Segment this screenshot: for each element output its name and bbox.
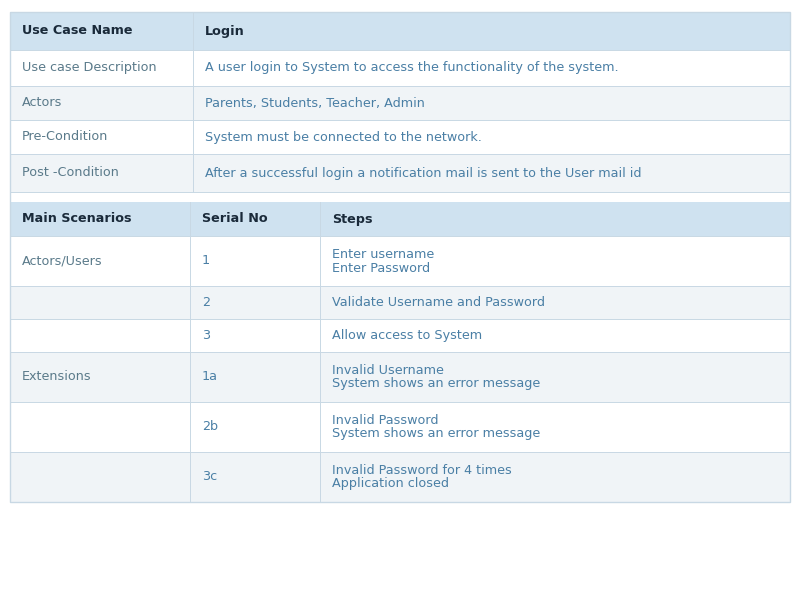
Text: Main Scenarios: Main Scenarios — [22, 213, 131, 225]
Text: 1: 1 — [202, 255, 210, 267]
Text: Actors/Users: Actors/Users — [22, 255, 102, 267]
Text: A user login to System to access the functionality of the system.: A user login to System to access the fun… — [205, 62, 618, 74]
Bar — [10, 12, 790, 502]
Bar — [10, 352, 790, 402]
Bar — [10, 154, 790, 192]
Text: Login: Login — [205, 24, 245, 38]
Text: Extensions: Extensions — [22, 370, 92, 384]
Text: Serial No: Serial No — [202, 213, 268, 225]
Bar — [10, 402, 790, 452]
Text: 3: 3 — [202, 329, 210, 342]
Bar — [10, 12, 790, 50]
Text: Invalid Username: Invalid Username — [332, 364, 444, 376]
Text: System must be connected to the network.: System must be connected to the network. — [205, 130, 482, 144]
Text: 2b: 2b — [202, 420, 218, 434]
Bar — [10, 452, 790, 502]
Text: Application closed: Application closed — [332, 477, 449, 490]
Bar — [10, 319, 790, 352]
Bar — [10, 286, 790, 319]
Bar — [10, 202, 790, 236]
Text: Enter Password: Enter Password — [332, 261, 430, 275]
Text: Steps: Steps — [332, 213, 373, 225]
Text: 3c: 3c — [202, 471, 217, 484]
Text: Pre-Condition: Pre-Condition — [22, 130, 108, 144]
Text: Validate Username and Password: Validate Username and Password — [332, 296, 545, 309]
Text: Actors: Actors — [22, 96, 62, 110]
Text: System shows an error message: System shows an error message — [332, 378, 540, 390]
Text: Invalid Password for 4 times: Invalid Password for 4 times — [332, 463, 512, 476]
Text: After a successful login a notification mail is sent to the User mail id: After a successful login a notification … — [205, 166, 642, 180]
Bar — [10, 50, 790, 86]
Bar — [10, 120, 790, 154]
Text: Enter username: Enter username — [332, 247, 434, 261]
Text: Use case Description: Use case Description — [22, 62, 157, 74]
Text: System shows an error message: System shows an error message — [332, 428, 540, 440]
Text: 1a: 1a — [202, 370, 218, 384]
Text: Post -Condition: Post -Condition — [22, 166, 119, 180]
Bar — [10, 236, 790, 286]
Text: 2: 2 — [202, 296, 210, 309]
Bar — [10, 86, 790, 120]
Text: Allow access to System: Allow access to System — [332, 329, 482, 342]
Text: Invalid Password: Invalid Password — [332, 414, 438, 426]
Text: Use Case Name: Use Case Name — [22, 24, 133, 38]
Text: Parents, Students, Teacher, Admin: Parents, Students, Teacher, Admin — [205, 96, 425, 110]
